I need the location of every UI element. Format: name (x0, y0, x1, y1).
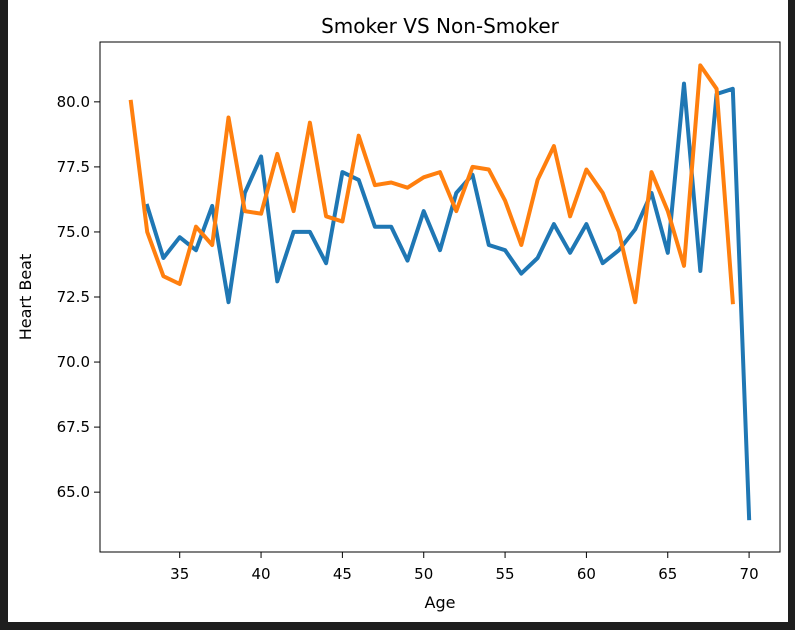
plot-area: 35 40 45 50 55 60 65 70 65.0 67.5 70.0 72.5 75.0 77.5… (57, 41, 781, 583)
y-tick-label: 75.0 (57, 223, 90, 241)
y-tick-label: 72.5 (57, 288, 90, 306)
y-tick-label: 77.5 (57, 158, 90, 176)
series-line-1 (144, 81, 752, 521)
x-tick-label: 60 (577, 565, 596, 583)
x-tick-label: 35 (170, 565, 189, 583)
y-tick-label: 80.0 (57, 93, 90, 111)
plot-frame (99, 41, 781, 553)
y-tick-label: 70.0 (57, 353, 90, 371)
y-tick-label: 67.5 (57, 418, 90, 436)
x-tick-label: 65 (658, 565, 677, 583)
series-line-2 (128, 63, 735, 305)
chart-title: Smoker VS Non-Smoker (321, 14, 560, 38)
y-tick-label: 65.0 (57, 483, 90, 501)
line-chart: Smoker VS Non-Smoker 35 40 45 50 55 60 65 70 65.… (16, 14, 781, 612)
x-tick-label: 50 (414, 565, 433, 583)
x-tick-label: 55 (496, 565, 515, 583)
y-axis-label: Heart Beat (16, 254, 35, 341)
chart-figure: Smoker VS Non-Smoker 35 40 45 50 55 60 65 70 65.… (8, 0, 788, 622)
x-tick-label: 40 (252, 565, 271, 583)
x-axis-label: Age (425, 593, 456, 612)
x-tick-label: 70 (740, 565, 759, 583)
x-tick-label: 45 (333, 565, 352, 583)
